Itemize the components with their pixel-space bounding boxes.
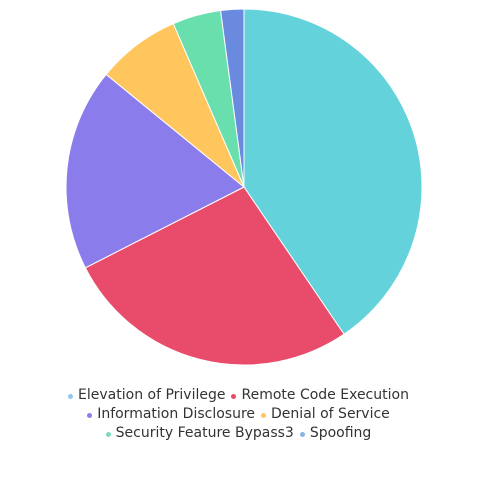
legend-label: Elevation of Privilege: [78, 387, 226, 403]
legend-item[interactable]: Remote Code Execution: [231, 386, 409, 405]
legend-dot-icon: [299, 432, 305, 437]
legend-label: Information Disclosure: [97, 406, 256, 422]
legend-dot-icon: [68, 394, 74, 399]
pie-slice-elevation-of-privilege[interactable]: [243, 8, 423, 335]
legend-item[interactable]: Elevation of Privilege: [68, 386, 225, 405]
legend-row: Information Disclosure Denial of Service: [0, 405, 477, 424]
legend-dot-icon: [105, 432, 111, 437]
legend-row: Elevation of Privilege Remote Code Execut…: [0, 386, 477, 405]
legend-dot-icon: [87, 413, 93, 418]
legend-item[interactable]: Denial of Service: [261, 405, 390, 424]
legend-label: Remote Code Execution: [241, 387, 409, 403]
legend-label: Spoofing: [309, 425, 372, 441]
legend-dot-icon: [231, 394, 237, 399]
legend-row: Security Feature Bypass3 Spoofing: [0, 424, 477, 443]
chart-legend: Elevation of Privilege Remote Code Execut…: [0, 386, 477, 443]
pie-chart: [65, 8, 423, 366]
legend-item[interactable]: Spoofing: [299, 424, 372, 443]
pie-slice-spoofing[interactable]: [220, 8, 245, 188]
legend-label: Security Feature Bypass3: [115, 425, 294, 441]
legend-dot-icon: [261, 413, 267, 418]
legend-item[interactable]: Security Feature Bypass3: [105, 424, 294, 443]
pie-slice-remote-code-execution[interactable]: [84, 186, 345, 366]
legend-item[interactable]: Information Disclosure: [87, 405, 255, 424]
pie-slice-information-disclosure[interactable]: [65, 73, 245, 269]
legend-label: Denial of Service: [271, 406, 390, 422]
pie-chart-svg: [65, 8, 423, 366]
